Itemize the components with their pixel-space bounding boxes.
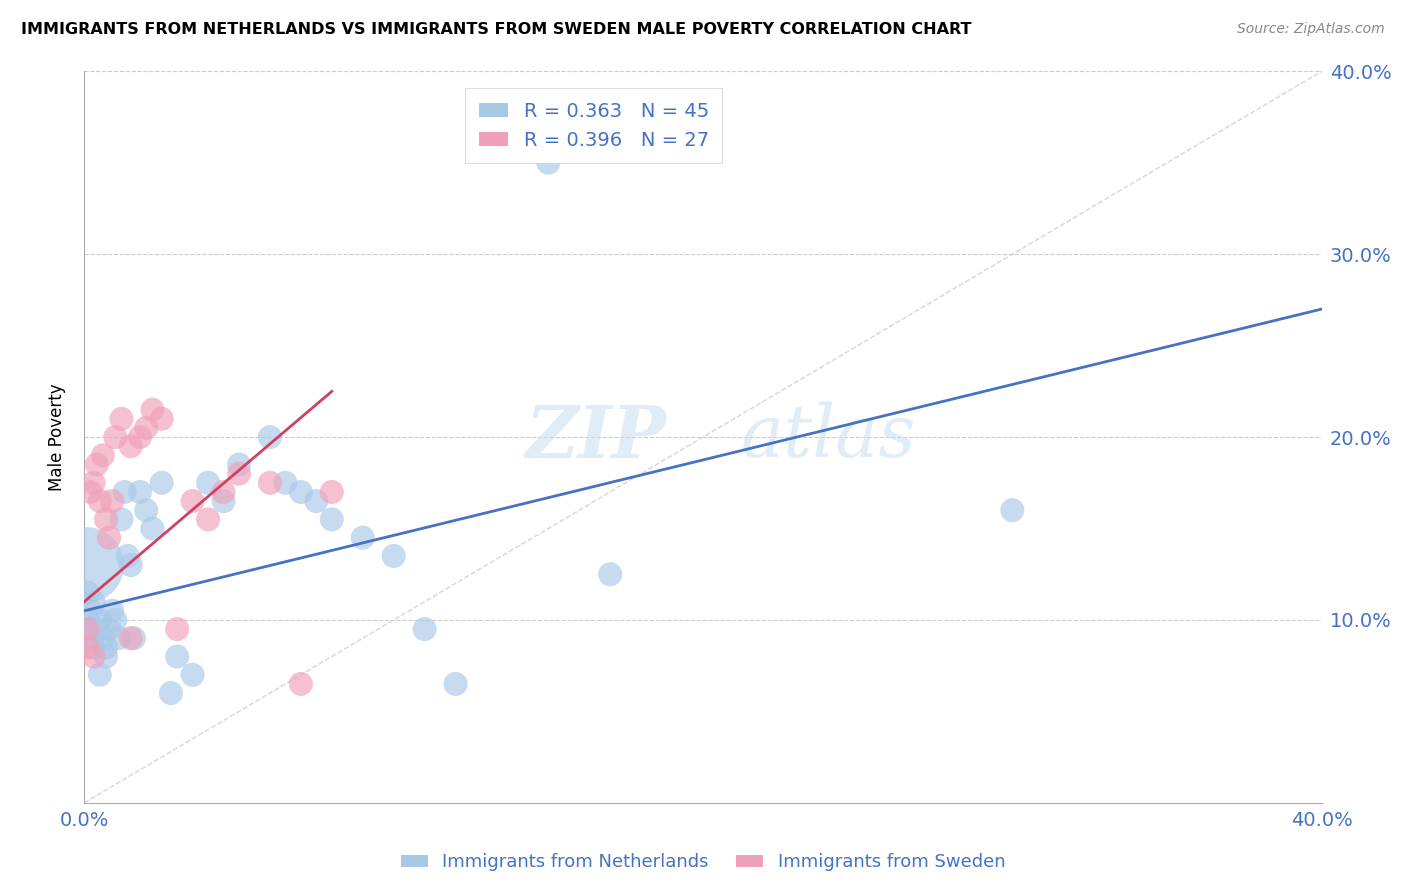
Point xyxy=(352,531,374,545)
Point xyxy=(110,512,132,526)
Point xyxy=(91,632,114,646)
Point xyxy=(110,412,132,426)
Point xyxy=(382,549,405,563)
Point xyxy=(83,475,105,490)
Point xyxy=(83,594,105,608)
Point xyxy=(150,475,173,490)
Point xyxy=(107,632,129,646)
Point xyxy=(181,667,204,681)
Point xyxy=(160,686,183,700)
Point xyxy=(94,649,117,664)
Text: IMMIGRANTS FROM NETHERLANDS VS IMMIGRANTS FROM SWEDEN MALE POVERTY CORRELATION C: IMMIGRANTS FROM NETHERLANDS VS IMMIGRANT… xyxy=(21,22,972,37)
Point xyxy=(79,485,101,500)
Point xyxy=(98,531,121,545)
Point xyxy=(79,604,101,618)
Point xyxy=(259,430,281,444)
Legend: Immigrants from Netherlands, Immigrants from Sweden: Immigrants from Netherlands, Immigrants … xyxy=(394,847,1012,879)
Point xyxy=(197,512,219,526)
Point xyxy=(89,667,111,681)
Point xyxy=(122,632,145,646)
Point xyxy=(94,640,117,655)
Point xyxy=(274,475,297,490)
Point xyxy=(228,458,250,472)
Point xyxy=(413,622,436,636)
Point xyxy=(76,613,98,627)
Text: Source: ZipAtlas.com: Source: ZipAtlas.com xyxy=(1237,22,1385,37)
Point xyxy=(321,485,343,500)
Point xyxy=(101,604,124,618)
Point xyxy=(141,402,163,417)
Point xyxy=(129,485,152,500)
Text: atlas: atlas xyxy=(740,401,915,473)
Point xyxy=(1001,503,1024,517)
Point xyxy=(212,494,235,508)
Point xyxy=(150,412,173,426)
Point xyxy=(120,439,142,453)
Point xyxy=(212,485,235,500)
Point xyxy=(83,649,105,664)
Point xyxy=(135,421,157,435)
Point xyxy=(101,494,124,508)
Point xyxy=(599,567,621,582)
Point xyxy=(91,449,114,463)
Point xyxy=(321,512,343,526)
Point xyxy=(537,156,560,170)
Point xyxy=(135,503,157,517)
Point xyxy=(104,430,127,444)
Point xyxy=(120,558,142,573)
Point xyxy=(290,485,312,500)
Point xyxy=(86,622,108,636)
Point xyxy=(166,649,188,664)
Point xyxy=(228,467,250,481)
Point xyxy=(98,622,121,636)
Point xyxy=(89,494,111,508)
Point xyxy=(76,640,98,655)
Point xyxy=(75,558,97,573)
Point xyxy=(141,521,163,535)
Point xyxy=(129,430,152,444)
Point xyxy=(290,677,312,691)
Y-axis label: Male Poverty: Male Poverty xyxy=(48,384,66,491)
Point xyxy=(444,677,467,691)
Point xyxy=(79,632,101,646)
Point xyxy=(259,475,281,490)
Point xyxy=(117,549,139,563)
Point xyxy=(166,622,188,636)
Point xyxy=(76,585,98,599)
Point xyxy=(120,632,142,646)
Point xyxy=(86,458,108,472)
Point xyxy=(83,640,105,655)
Point xyxy=(76,622,98,636)
Point xyxy=(94,512,117,526)
Point xyxy=(76,622,98,636)
Point xyxy=(181,494,204,508)
Legend: R = 0.363   N = 45, R = 0.396   N = 27: R = 0.363 N = 45, R = 0.396 N = 27 xyxy=(465,88,723,163)
Point xyxy=(197,475,219,490)
Point xyxy=(104,613,127,627)
Point xyxy=(89,613,111,627)
Text: ZIP: ZIP xyxy=(524,401,666,473)
Point xyxy=(114,485,136,500)
Point xyxy=(305,494,328,508)
